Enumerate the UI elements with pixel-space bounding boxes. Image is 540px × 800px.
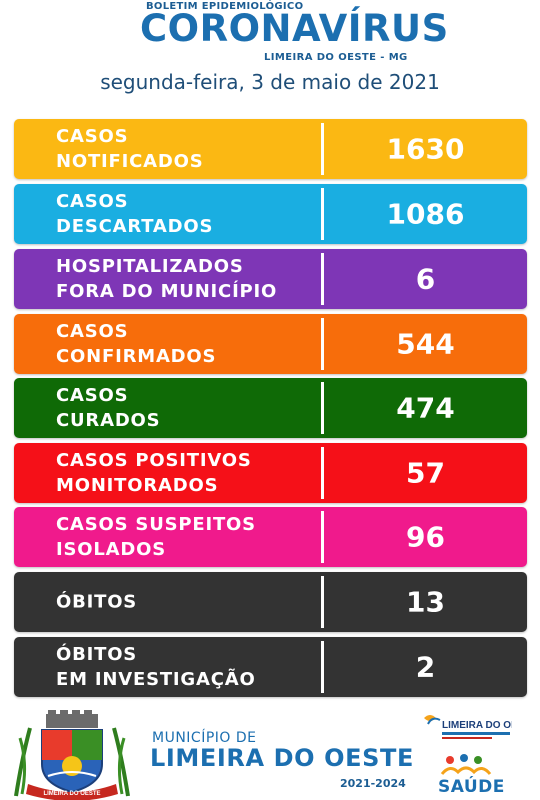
divider xyxy=(321,382,324,434)
stat-row-recovered: CASOS CURADOS 474 xyxy=(14,378,527,438)
bulletin-kicker: BOLETIM EPIDEMIOLÓGICO xyxy=(146,1,304,12)
divider xyxy=(321,188,324,240)
municipal-crest-logo: LIMEIRA DO OESTE xyxy=(14,710,130,800)
bulletin-footer: LIMEIRA DO OESTE MUNICÍPIO DE LIMEIRA DO… xyxy=(0,700,540,800)
crest-ribbon-text: LIMEIRA DO OESTE xyxy=(43,791,100,797)
divider xyxy=(321,123,324,175)
stat-row-deaths: ÓBITOS 13 xyxy=(14,572,527,632)
stat-value: 544 xyxy=(396,327,455,361)
stat-value: 1086 xyxy=(386,197,465,231)
saude-label: SAÚDE xyxy=(438,777,505,797)
stat-row-confirmed: CASOS CONFIRMADOS 544 xyxy=(14,314,527,374)
stat-value: 13 xyxy=(406,585,445,619)
secretaria-logo: LIMEIRA DO OESTE xyxy=(424,715,512,739)
stat-value: 57 xyxy=(406,456,445,490)
bulletin-title: CORONAVÍRUS xyxy=(140,7,449,50)
bulletin-date: segunda-feira, 3 de maio de 2021 xyxy=(100,70,440,94)
divider xyxy=(321,641,324,693)
stat-label: ÓBITOS xyxy=(56,591,138,613)
stat-row-suspected-isolated: CASOS SUSPEITOS ISOLADOS 96 xyxy=(14,507,527,567)
divider xyxy=(321,253,324,305)
stat-label: CASOS SUSPEITOS ISOLADOS xyxy=(56,514,256,560)
stat-label: CASOS DESCARTADOS xyxy=(56,191,214,237)
divider xyxy=(321,447,324,499)
bulletin-location: LIMEIRA DO OESTE - MG xyxy=(264,52,408,63)
stat-row-deaths-investigation: ÓBITOS EM INVESTIGAÇÃO 2 xyxy=(14,637,527,697)
stat-value: 6 xyxy=(415,262,436,296)
municipality-name: LIMEIRA DO OESTE xyxy=(150,744,414,772)
stat-label: CASOS POSITIVOS MONITORADOS xyxy=(56,450,252,496)
stat-label: HOSPITALIZADOS FORA DO MUNICÍPIO xyxy=(56,256,278,302)
stat-label: ÓBITOS EM INVESTIGAÇÃO xyxy=(56,644,256,690)
secretaria-logo-text: LIMEIRA DO OESTE xyxy=(442,720,512,731)
stat-value: 474 xyxy=(396,391,455,425)
municipality-label: MUNICÍPIO DE xyxy=(152,730,257,746)
bulletin-header: BOLETIM EPIDEMIOLÓGICO CORONAVÍRUS LIMEI… xyxy=(0,0,540,110)
divider xyxy=(321,511,324,563)
stat-row-hospitalized-outside: HOSPITALIZADOS FORA DO MUNICÍPIO 6 xyxy=(14,249,527,309)
stat-label: CASOS NOTIFICADOS xyxy=(56,126,204,172)
divider xyxy=(321,318,324,370)
stat-label: CASOS CONFIRMADOS xyxy=(56,321,217,367)
stat-row-monitored: CASOS POSITIVOS MONITORADOS 57 xyxy=(14,443,527,503)
stat-row-notified: CASOS NOTIFICADOS 1630 xyxy=(14,119,527,179)
stat-value: 1630 xyxy=(386,132,465,166)
stat-row-discarded: CASOS DESCARTADOS 1086 xyxy=(14,184,527,244)
administration-term: 2021-2024 xyxy=(340,777,406,790)
stat-value: 96 xyxy=(406,520,445,554)
saude-logo xyxy=(440,754,492,775)
stat-value: 2 xyxy=(415,650,436,684)
stat-label: CASOS CURADOS xyxy=(56,385,161,431)
divider xyxy=(321,576,324,628)
